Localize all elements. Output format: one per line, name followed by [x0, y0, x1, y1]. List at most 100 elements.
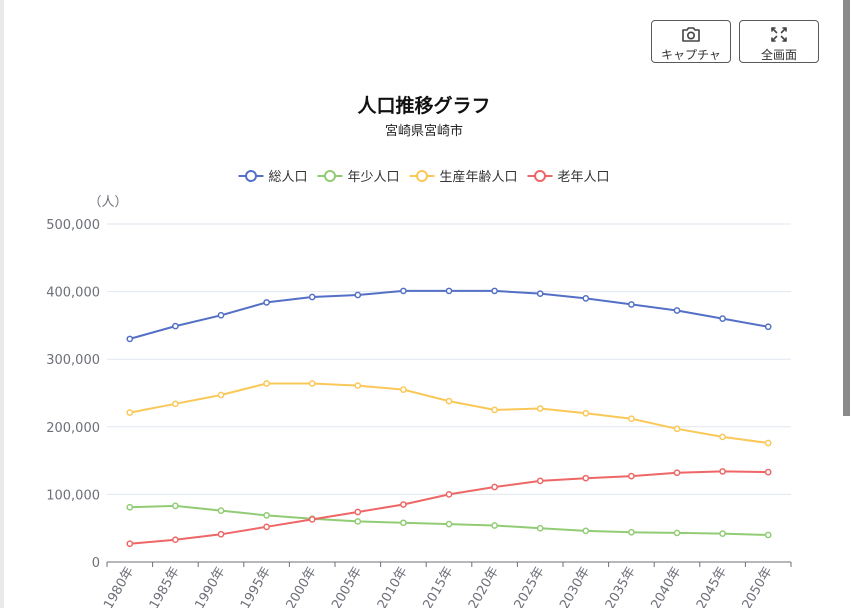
x-tick-label: 1985年 [147, 565, 183, 608]
series-1 [126, 287, 772, 343]
camera-icon [681, 26, 701, 47]
legend-label: 生産年齢人口 [440, 169, 518, 185]
series-4 [126, 468, 772, 548]
data-point [582, 409, 590, 417]
chart-subtitle: 宮崎県宮崎市 [385, 123, 463, 139]
data-point [719, 468, 726, 475]
series-line [129, 289, 769, 340]
data-point [445, 491, 453, 498]
page-left-edge [0, 0, 4, 608]
x-axis: 1980年 1985年 1990年 1995年 2000年 2005年 2010年 2015年… [101, 561, 792, 608]
capture-label: キャプチャ [661, 48, 721, 62]
x-tick-label: 2035年 [603, 565, 639, 608]
data-point [673, 469, 681, 477]
data-point [764, 468, 772, 476]
expand-icon [770, 26, 788, 47]
data-point [400, 386, 407, 393]
y-tick-label: 300,000 [46, 353, 100, 368]
y-tick-label: 0 [92, 556, 100, 571]
data-point [126, 335, 134, 343]
series-line [129, 504, 769, 536]
data-point [719, 530, 726, 537]
data-point [719, 433, 726, 441]
fullscreen-label: 全画面 [760, 48, 797, 62]
data-point [673, 307, 681, 314]
series-3 [126, 380, 772, 447]
y-tick-label: 100,000 [46, 488, 100, 503]
legend-item: 年少人口 [317, 170, 400, 185]
legend-item: 老年人口 [527, 170, 610, 185]
y-tick-label: 400,000 [46, 286, 100, 301]
data-point [445, 397, 453, 405]
data-point [719, 315, 726, 322]
data-point [764, 323, 772, 331]
data-point [263, 299, 270, 306]
data-point [354, 518, 362, 525]
data-point [582, 295, 590, 302]
legend-swatch-marker [245, 170, 257, 182]
x-tick-label: 1995年 [238, 565, 274, 608]
data-point [217, 311, 225, 319]
data-point [354, 291, 362, 299]
data-point [673, 529, 681, 537]
capture-button[interactable]: キャプチャ [651, 20, 731, 63]
data-point [536, 290, 544, 297]
fullscreen-button[interactable]: 全画面 [739, 20, 819, 63]
data-point [400, 501, 407, 508]
x-tick-label: 2025年 [512, 565, 548, 608]
grid-lines [107, 223, 791, 495]
x-tick-label: 2000年 [284, 565, 320, 608]
data-point [491, 522, 498, 529]
data-point [628, 528, 635, 536]
data-point [354, 382, 362, 389]
y-tick-label: 500,000 [46, 218, 100, 233]
scrollbar[interactable] [843, 0, 850, 416]
x-tick-label: 2015年 [420, 565, 456, 608]
data-point [536, 477, 544, 485]
data-point [354, 508, 362, 516]
data-point [536, 405, 544, 412]
x-tick-label: 2030年 [557, 565, 593, 608]
legend-swatch-marker [324, 170, 336, 182]
data-point [308, 293, 316, 301]
chart-title: 人口推移グラフ [357, 94, 490, 117]
y-axis-ticks: 0 100,000 200,000 300,000 400,000 500,000 [46, 218, 100, 571]
legend-item: 生産年齢人口 [409, 169, 518, 185]
data-point [582, 527, 590, 535]
legend-item: 総人口 [238, 170, 308, 185]
data-point [491, 483, 498, 491]
series-line [129, 382, 769, 444]
data-point [673, 425, 681, 433]
data-point [172, 322, 179, 330]
legend-label: 総人口 [269, 170, 308, 185]
x-tick-label: 2045年 [694, 565, 730, 608]
data-point [172, 400, 179, 408]
data-point [308, 380, 316, 387]
legend-label: 年少人口 [348, 170, 400, 185]
x-tick-label: 2010年 [375, 565, 411, 608]
y-axis-unit-label: （人） [88, 195, 127, 210]
data-point [217, 507, 225, 514]
data-point [764, 439, 772, 447]
data-point [126, 409, 134, 416]
data-point [628, 472, 635, 480]
x-tick-label: 2040年 [648, 565, 684, 608]
x-tick-label: 1980年 [101, 565, 137, 608]
data-point [445, 520, 453, 528]
data-point [536, 524, 544, 532]
chart-legend[interactable]: 総人口 年少人口 生産年齢人口 老年人口 [238, 169, 610, 185]
data-point [308, 516, 316, 523]
data-point [172, 502, 179, 510]
data-point [582, 474, 590, 482]
x-tick-label: 1990年 [192, 565, 228, 608]
data-point [126, 503, 134, 511]
data-point [491, 287, 498, 295]
data-point [172, 536, 179, 544]
data-point [764, 531, 772, 539]
legend-swatch-marker [416, 170, 428, 182]
data-point [126, 540, 134, 548]
legend-swatch-marker [534, 170, 546, 182]
x-tick-label: 2020年 [466, 565, 502, 608]
data-point [263, 512, 270, 519]
